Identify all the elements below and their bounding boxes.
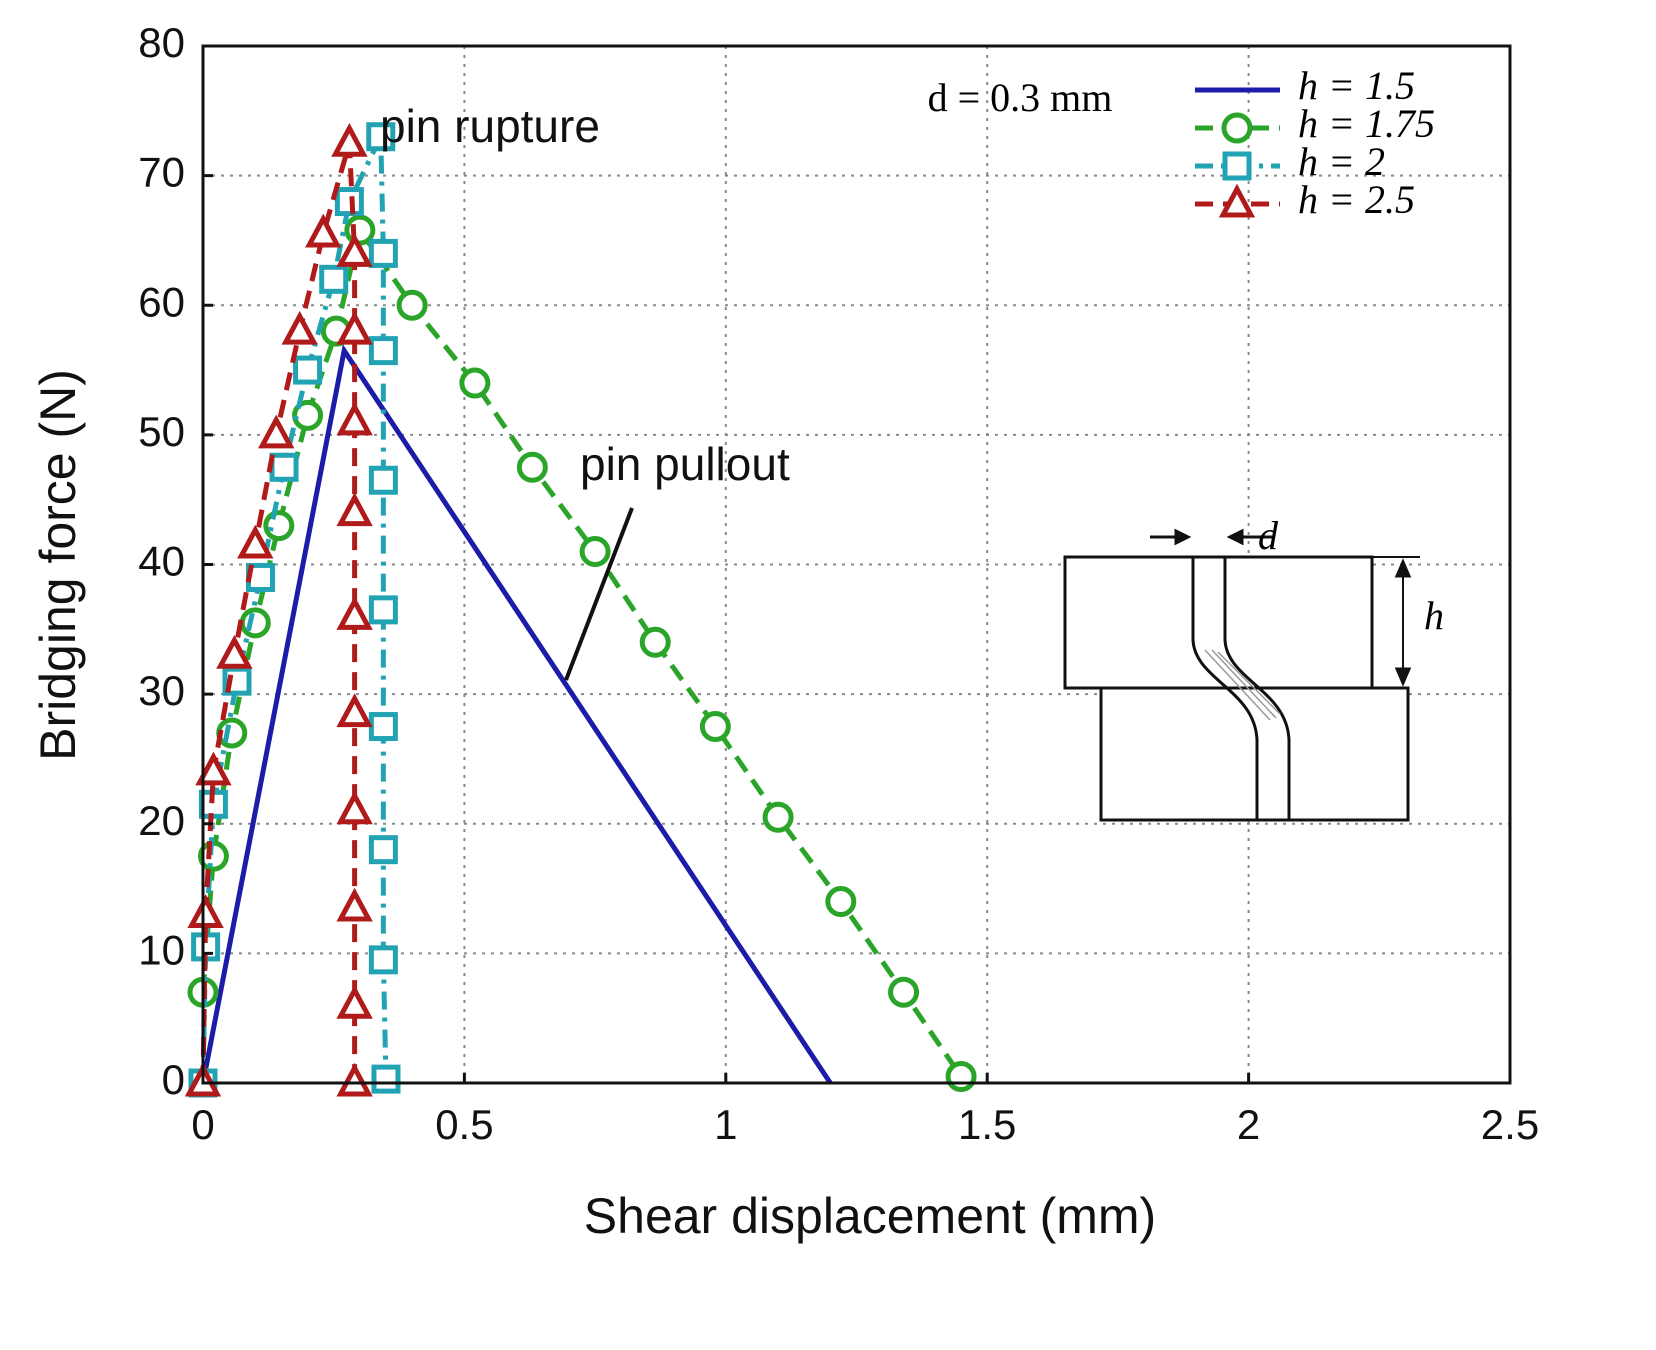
point bbox=[368, 336, 398, 366]
y-tick-label: 10 bbox=[138, 926, 185, 973]
inset-label: h bbox=[1424, 593, 1444, 638]
x-tick-label: 0 bbox=[191, 1101, 214, 1148]
point bbox=[1221, 112, 1253, 144]
point bbox=[368, 835, 398, 865]
y-tick-label: 60 bbox=[138, 278, 185, 325]
point bbox=[579, 536, 611, 568]
point bbox=[336, 693, 373, 728]
point bbox=[396, 289, 428, 321]
series-line bbox=[200, 135, 389, 1084]
point bbox=[945, 1061, 977, 1093]
point bbox=[1222, 151, 1252, 181]
y-tick-label: 0 bbox=[162, 1056, 185, 1103]
point bbox=[293, 355, 323, 385]
series-line bbox=[200, 344, 833, 1085]
point bbox=[1218, 183, 1256, 218]
point bbox=[336, 887, 373, 922]
y-tick-label: 50 bbox=[138, 408, 185, 455]
point bbox=[336, 492, 373, 527]
x-axis-title: Shear displacement (mm) bbox=[584, 1188, 1156, 1244]
point bbox=[258, 414, 295, 449]
point bbox=[336, 233, 373, 267]
point bbox=[336, 596, 373, 630]
legend-label: h = 2.5 bbox=[1298, 177, 1415, 222]
point bbox=[368, 595, 398, 625]
annotation-pointer bbox=[564, 507, 634, 681]
point bbox=[195, 751, 232, 786]
y-axis-title: Bridging force (N) bbox=[30, 369, 86, 761]
point bbox=[825, 886, 857, 918]
legend: h = 1.5h = 1.75h = 2h = 2.5 bbox=[1195, 63, 1435, 222]
x-tick-label: 0.5 bbox=[435, 1101, 493, 1148]
point bbox=[239, 607, 271, 639]
point bbox=[305, 213, 342, 248]
point bbox=[336, 310, 373, 345]
point bbox=[639, 626, 671, 658]
point bbox=[336, 790, 373, 825]
series-line bbox=[200, 224, 964, 1078]
y-tick-label: 20 bbox=[138, 797, 185, 844]
point bbox=[319, 264, 349, 294]
point bbox=[516, 451, 548, 483]
point bbox=[336, 401, 373, 436]
point bbox=[368, 238, 398, 268]
point bbox=[366, 122, 396, 152]
point bbox=[368, 945, 398, 975]
point bbox=[699, 711, 731, 743]
point bbox=[888, 976, 920, 1008]
point bbox=[336, 1062, 373, 1097]
point bbox=[368, 712, 398, 742]
x-tick-label: 1 bbox=[714, 1101, 737, 1148]
legend-label: h = 1.75 bbox=[1298, 101, 1435, 146]
point bbox=[331, 122, 368, 157]
inset-diagram bbox=[1063, 528, 1420, 822]
point bbox=[368, 465, 398, 495]
legend-label: h = 1.5 bbox=[1298, 63, 1415, 108]
point bbox=[762, 801, 794, 833]
annotation: pin rupture bbox=[380, 100, 600, 152]
x-tick-label: 2 bbox=[1237, 1101, 1260, 1148]
point bbox=[281, 310, 318, 345]
x-tick-label: 2.5 bbox=[1481, 1101, 1539, 1148]
annotation: pin pullout bbox=[580, 438, 790, 490]
point bbox=[292, 399, 324, 431]
point bbox=[334, 187, 364, 217]
y-tick-label: 30 bbox=[138, 667, 185, 714]
inset-label: d bbox=[1258, 513, 1279, 558]
point bbox=[459, 367, 491, 399]
point bbox=[237, 524, 274, 559]
y-tick-label: 80 bbox=[138, 19, 185, 66]
point bbox=[269, 452, 299, 482]
y-tick-label: 40 bbox=[138, 538, 185, 585]
annotation: d = 0.3 mm bbox=[928, 75, 1113, 120]
point bbox=[216, 634, 253, 669]
point bbox=[336, 984, 373, 1019]
point bbox=[371, 1064, 401, 1094]
legend-label: h = 2 bbox=[1298, 139, 1385, 184]
y-tick-label: 70 bbox=[138, 149, 185, 196]
point bbox=[187, 894, 224, 928]
point bbox=[263, 510, 295, 542]
plot-area bbox=[184, 122, 977, 1098]
x-tick-label: 1.5 bbox=[958, 1101, 1016, 1148]
